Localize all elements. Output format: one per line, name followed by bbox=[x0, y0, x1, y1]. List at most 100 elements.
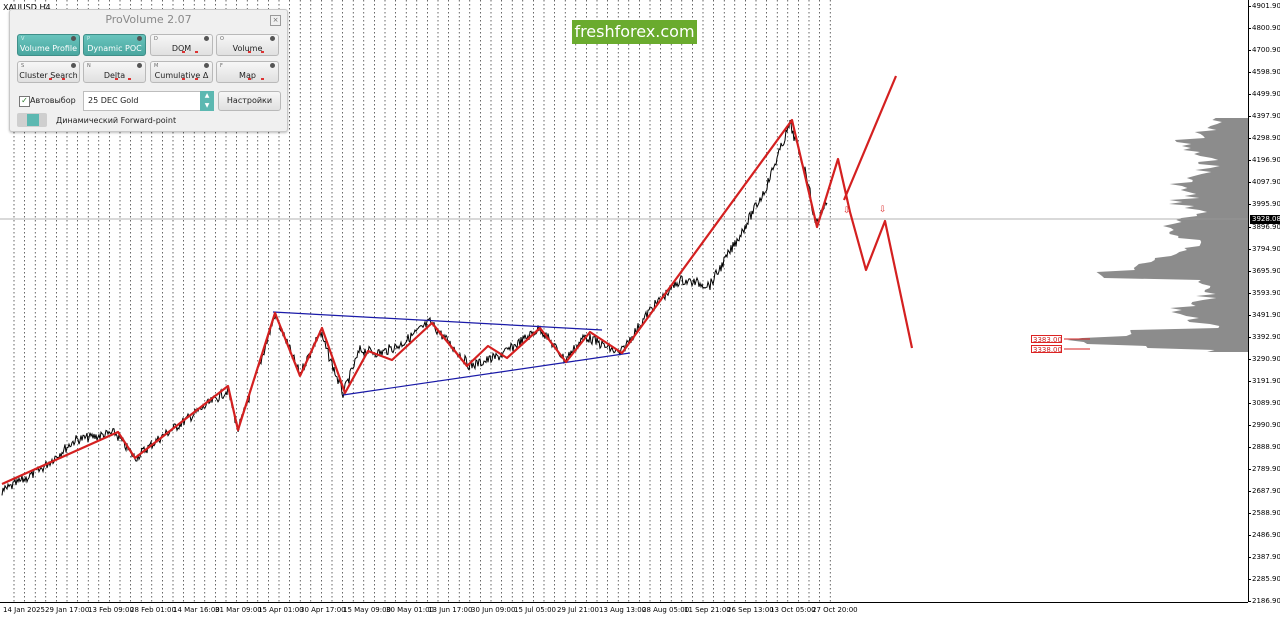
panel-button-delta[interactable]: N Delta bbox=[83, 61, 146, 83]
hotkey-label: V bbox=[21, 36, 25, 42]
time-tick-label: 28 Feb 01:00 bbox=[130, 606, 176, 614]
triangle-lower-line bbox=[342, 352, 631, 396]
price-tick-label: 4196.90 bbox=[1248, 156, 1280, 165]
price-tick-label: 3290.90 bbox=[1248, 354, 1280, 363]
provolume-panel[interactable]: ProVolume 2.07 × V Volume Profile P Dynamic… bbox=[9, 9, 288, 132]
price-tick-label: 4499.90 bbox=[1248, 90, 1280, 99]
down-arrow-icon: ⇩ bbox=[879, 205, 887, 215]
hotkey-label: D bbox=[154, 36, 158, 42]
time-tick-label: 11 Sep 21:00 bbox=[684, 606, 731, 614]
time-tick-label: 27 Oct 20:00 bbox=[812, 606, 858, 614]
hotkey-label: F bbox=[220, 63, 223, 69]
price-tick-label: 4397.90 bbox=[1248, 112, 1280, 121]
button-label: Cluster Search bbox=[19, 71, 78, 80]
close-icon[interactable]: × bbox=[270, 15, 281, 26]
panel-button-map[interactable]: F Map bbox=[216, 61, 279, 83]
time-tick-label: 30 May 01:00 bbox=[386, 606, 435, 614]
price-tick-label: 4298.90 bbox=[1248, 134, 1280, 143]
time-tick-label: 14 Jan 2025 bbox=[3, 606, 45, 614]
time-tick-label: 15 Apr 01:00 bbox=[258, 606, 304, 614]
time-tick-label: 13 Oct 05:00 bbox=[770, 606, 816, 614]
panel-button-volume[interactable]: O Volume bbox=[216, 34, 279, 56]
panel-title: ProVolume 2.07 bbox=[105, 13, 192, 26]
gear-icon[interactable] bbox=[204, 63, 209, 68]
symbol-label: XAUUSD,H4 bbox=[3, 3, 51, 12]
indicator-dots-icon bbox=[225, 78, 270, 80]
price-tick-label: 3896.90 bbox=[1248, 222, 1280, 231]
price-tick-label: 4800.90 bbox=[1248, 24, 1280, 33]
price-tick-label: 2990.90 bbox=[1248, 420, 1280, 429]
spinner-arrows-icon[interactable]: ▲ ▼ bbox=[200, 91, 214, 111]
time-tick-label: 29 Jul 21:00 bbox=[557, 606, 599, 614]
gear-icon[interactable] bbox=[71, 36, 76, 41]
button-label: Dynamic POC bbox=[87, 44, 142, 53]
price-tick-label: 3695.90 bbox=[1248, 266, 1280, 275]
price-tick-label: 4097.90 bbox=[1248, 178, 1280, 187]
price-tick-label: 3995.90 bbox=[1248, 200, 1280, 209]
price-tick-label: 4598.90 bbox=[1248, 68, 1280, 77]
panel-button-dom[interactable]: D DOM bbox=[150, 34, 213, 56]
settings-button[interactable]: Настройки bbox=[218, 91, 281, 111]
price-axis[interactable]: 4901.90 4800.90 4700.90 4598.90 4499.90 4397.… bbox=[1248, 0, 1280, 606]
hotkey-label: N bbox=[87, 63, 91, 69]
price-tick-label: 3392.90 bbox=[1248, 332, 1280, 341]
time-tick-label: 30 Apr 17:00 bbox=[300, 606, 346, 614]
price-tick-label: 2588.90 bbox=[1248, 509, 1280, 518]
panel-button-cluster-search[interactable]: S Cluster Search bbox=[17, 61, 80, 83]
price-tick-label: 3491.90 bbox=[1248, 310, 1280, 319]
indicator-dots-icon bbox=[26, 78, 71, 80]
gear-icon[interactable] bbox=[270, 36, 275, 41]
price-tick-label: 3593.90 bbox=[1248, 288, 1280, 297]
price-tick-label: 2387.90 bbox=[1248, 553, 1280, 562]
gear-icon[interactable] bbox=[71, 63, 76, 68]
time-tick-label: 13 Jun 17:00 bbox=[428, 606, 473, 614]
level-label-lower: 3338.00 bbox=[1031, 345, 1062, 354]
button-label: DOM bbox=[171, 44, 192, 53]
price-tick-label: 3089.90 bbox=[1248, 398, 1280, 407]
time-tick-label: 30 Jun 09:00 bbox=[471, 606, 516, 614]
price-tick-label: 4901.90 bbox=[1248, 2, 1280, 10]
auto-select-label: Автовыбор bbox=[30, 96, 76, 105]
indicator-dots-icon bbox=[225, 51, 270, 53]
time-tick-label: 31 Mar 09:00 bbox=[215, 606, 262, 614]
price-tick-label: 2285.90 bbox=[1248, 575, 1280, 584]
price-tick-label: 2486.90 bbox=[1248, 531, 1280, 540]
time-tick-label: 26 Sep 13:00 bbox=[727, 606, 774, 614]
button-label: Volume Profile bbox=[19, 44, 78, 53]
bullish-alternative-line bbox=[842, 75, 898, 201]
wave-annotation bbox=[1, 118, 914, 486]
gear-icon[interactable] bbox=[204, 36, 209, 41]
hotkey-label: M bbox=[154, 63, 159, 69]
time-tick-label: 13 Aug 13:00 bbox=[599, 606, 647, 614]
panel-button-dynamic-poc[interactable]: P Dynamic POC bbox=[83, 34, 146, 56]
panel-button-cumulative[interactable]: M Cumulative Δ bbox=[150, 61, 213, 83]
down-arrow-icon: ⇩ bbox=[843, 206, 851, 216]
level-label-upper: 3383.00 bbox=[1031, 335, 1062, 344]
forward-point-label: Динамический Forward-point bbox=[56, 116, 177, 125]
gear-icon[interactable] bbox=[137, 36, 142, 41]
panel-button-volume-profile[interactable]: V Volume Profile bbox=[17, 34, 80, 56]
time-axis[interactable]: 14 Jan 2025 29 Jan 17:00 13 Feb 09:00 28 Fe… bbox=[0, 602, 1248, 619]
current-price-label: 3928.08 bbox=[1250, 215, 1280, 224]
gear-icon[interactable] bbox=[137, 63, 142, 68]
forward-point-toggle[interactable] bbox=[17, 113, 47, 127]
time-tick-label: 15 May 09:00 bbox=[343, 606, 392, 614]
hotkey-label: O bbox=[220, 36, 224, 42]
indicator-dots-icon bbox=[92, 78, 137, 80]
time-tick-label: 29 Jan 17:00 bbox=[45, 606, 90, 614]
indicator-dots-icon bbox=[159, 51, 204, 53]
price-tick-label: 2888.90 bbox=[1248, 443, 1280, 451]
time-tick-label: 28 Aug 05:00 bbox=[642, 606, 690, 614]
hotkey-label: P bbox=[87, 36, 91, 42]
auto-select-checkbox[interactable]: ✓ bbox=[19, 96, 30, 107]
triangle-upper-line bbox=[272, 311, 603, 331]
indicator-dots-icon bbox=[159, 78, 204, 80]
gear-icon[interactable] bbox=[270, 63, 275, 68]
price-tick-label: 2186.90 bbox=[1248, 597, 1280, 606]
time-tick-label: 13 Feb 09:00 bbox=[88, 606, 134, 614]
symbol-select[interactable]: 25 DEC Gold bbox=[83, 91, 214, 111]
time-tick-label: 15 Jul 05:00 bbox=[514, 606, 556, 614]
volume-profile-histogram bbox=[1067, 118, 1248, 352]
price-series bbox=[1, 119, 828, 496]
price-tick-label: 3794.90 bbox=[1248, 244, 1280, 253]
